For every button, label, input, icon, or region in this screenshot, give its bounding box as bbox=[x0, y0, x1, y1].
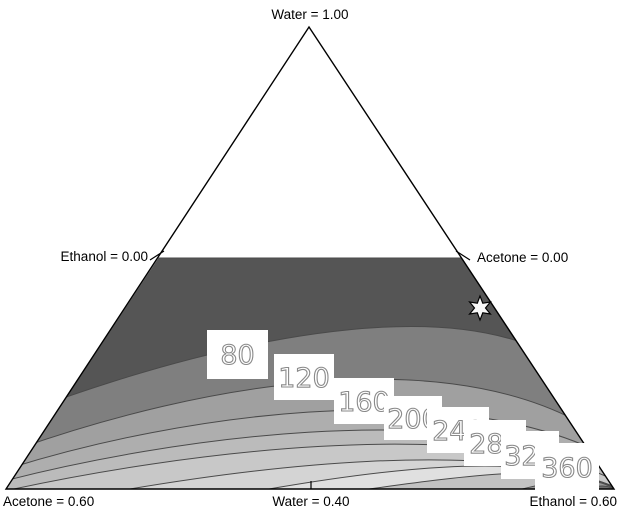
contour-label-box-120 bbox=[274, 354, 334, 400]
contour-label-text-80: 80 bbox=[220, 340, 254, 371]
contour-label-box-80 bbox=[207, 330, 268, 379]
six-pointed-star-icon bbox=[468, 294, 492, 322]
axis-label-water-top: Water = 1.00 bbox=[271, 7, 348, 22]
axis-label-acetone-bottom-left: Acetone = 0.60 bbox=[3, 494, 94, 509]
axis-label-water-bottom-mid: Water = 0.40 bbox=[272, 494, 349, 509]
axis-label-ethanol-bottom-right: Ethanol = 0.60 bbox=[530, 494, 617, 509]
contour-label-text-160: 160 bbox=[338, 387, 390, 418]
contour-label-120: 120 bbox=[274, 354, 334, 400]
contour-line-440 bbox=[564, 485, 614, 489]
contour-labels: 80 120 160 200 240 280 320 360 bbox=[207, 330, 599, 491]
contour-label-160: 160 bbox=[334, 378, 394, 424]
contour-label-text-120: 120 bbox=[278, 363, 330, 394]
contour-label-80: 80 bbox=[207, 330, 268, 379]
contour-label-360: 360 bbox=[535, 443, 599, 491]
contour-line-80 bbox=[29, 326, 546, 411]
axis-label-acetone-right: Acetone = 0.00 bbox=[477, 250, 568, 265]
triangle-outline bbox=[4, 25, 616, 490]
axis-label-ethanol-left: Ethanol = 0.00 bbox=[61, 249, 148, 264]
tick-acetone-0 bbox=[455, 250, 471, 261]
contour-label-text-360: 360 bbox=[541, 453, 593, 484]
contour-band-stack bbox=[6, 257, 614, 489]
contour-label-box-360 bbox=[535, 443, 599, 491]
tick-ethanol-0 bbox=[149, 250, 165, 261]
